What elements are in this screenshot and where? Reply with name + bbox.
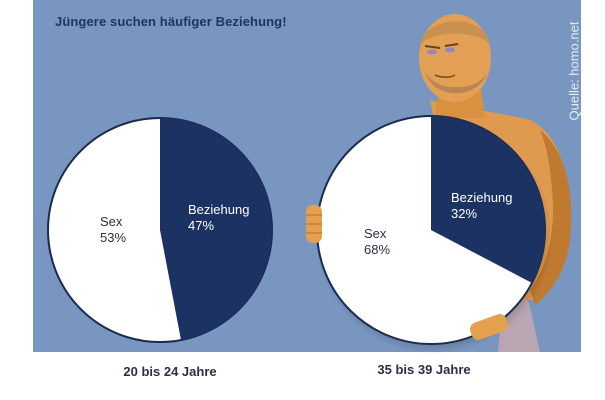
slice-label-beziehung-35-39: Beziehung 32% (451, 190, 512, 222)
source-text: Quelle: homo.net (566, 21, 582, 121)
slice-name: Beziehung (188, 202, 250, 217)
caption-20-24: 20 bis 24 Jahre (123, 364, 217, 379)
slice-name: Sex (364, 226, 387, 241)
slice-value: 68% (364, 242, 391, 257)
slice-label-sex-35-39: Sex 68% (364, 226, 390, 258)
source-label: Quelle: homo.net (566, 16, 582, 126)
slice-name: Beziehung (451, 190, 513, 205)
caption-35-39: 35 bis 39 Jahre (377, 362, 471, 377)
slice-label-sex-20-24: Sex 53% (100, 214, 126, 246)
pie-chart-35-39 (316, 115, 546, 345)
slice-name: Sex (100, 214, 123, 229)
slice-value: 47% (188, 218, 215, 233)
pie-chart-20-24 (47, 117, 273, 343)
chart-title: Jüngere suchen häufiger Beziehung! (55, 14, 287, 29)
slice-value: 53% (100, 230, 127, 245)
hands-illustration (306, 205, 508, 340)
slice-value: 32% (451, 206, 478, 221)
slice-label-beziehung-20-24: Beziehung 47% (188, 202, 249, 234)
